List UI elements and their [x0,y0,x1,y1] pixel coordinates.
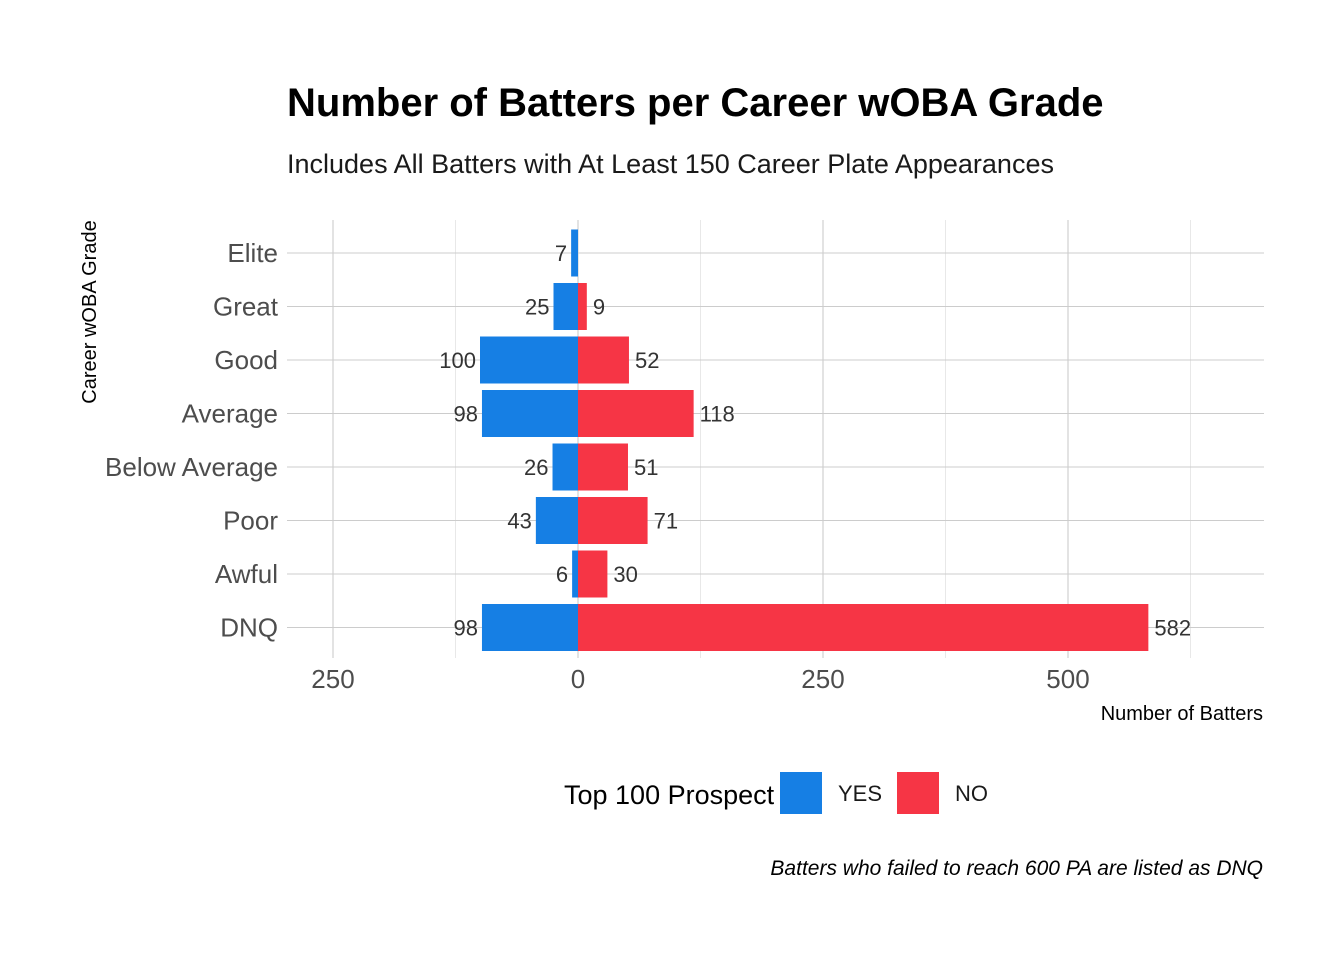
category-label-4: Below Average [105,452,278,482]
category-label-1: Great [213,292,279,322]
bar-no-6 [578,550,608,598]
bar-yes-1 [553,283,578,330]
bar-yes-3 [481,390,578,437]
legend-title: Top 100 Prospect [564,780,775,810]
legend-label-yes: YES [838,781,882,806]
category-label-6: Awful [215,559,278,589]
bar-yes-6 [572,550,578,598]
x-tick-labels: 250 0 250 500 [311,664,1089,694]
data-label-yes-0: 7 [555,241,567,266]
bars [480,229,1149,651]
data-label-no-7: 582 [1154,616,1191,641]
major-gridlines [287,220,1264,658]
bar-no-3 [578,390,694,437]
data-label-no-3: 118 [700,402,735,427]
category-label-2: Good [214,345,278,375]
chart-caption: Batters who failed to reach 600 PA are l… [770,857,1263,880]
data-label-no-1: 9 [593,295,605,320]
category-label-3: Average [182,399,278,429]
chart-subtitle: Includes All Batters with At Least 150 C… [287,149,1054,179]
category-labels: Elite Great Good Average Below Average Poor Aw… [105,238,279,643]
data-label-yes-4: 26 [524,455,548,480]
bar-yes-7 [481,604,578,651]
y-axis-label: Career wOBA Grade [79,220,101,403]
data-label-no-6: 30 [613,562,637,587]
data-label-yes-1: 25 [525,295,549,320]
minor-gridlines [455,220,1191,658]
legend-label-no: NO [955,781,988,806]
data-label-no-2: 52 [635,348,659,373]
category-label-7: DNQ [220,613,278,643]
bar-no-5 [578,497,648,544]
x-tick-label-0: 250 [311,664,354,694]
data-label-yes-7: 98 [453,616,477,641]
x-tick-label-2: 250 [801,664,844,694]
data-label-no-4: 51 [634,455,658,480]
bar-yes-4 [552,443,578,491]
x-tick-label-1: 0 [571,664,585,694]
data-label-yes-5: 43 [507,509,531,534]
bar-no-2 [578,336,629,384]
bar-yes-5 [535,497,578,544]
bar-no-7 [578,604,1149,651]
data-label-yes-2: 100 [439,348,476,373]
data-label-no-5: 71 [654,509,678,534]
data-label-yes-6: 6 [556,562,568,587]
x-tick-label-3: 500 [1046,664,1089,694]
data-labels: 7 25 100 98 26 43 6 98 9 52 118 51 71 30 582 [439,241,1191,641]
bar-yes-0 [571,229,578,277]
bar-yes-2 [480,336,578,384]
bar-no-1 [578,283,587,330]
category-label-0: Elite [227,238,278,268]
legend-swatch-yes [780,772,822,814]
bar-no-4 [578,443,628,491]
category-label-5: Poor [223,506,278,536]
legend-swatch-no [897,772,939,814]
data-label-yes-3: 98 [453,402,477,427]
legend: Top 100 Prospect YES NO [564,772,988,814]
x-axis-label: Number of Batters [1101,703,1263,725]
chart-title: Number of Batters per Career wOBA Grade [287,81,1104,125]
